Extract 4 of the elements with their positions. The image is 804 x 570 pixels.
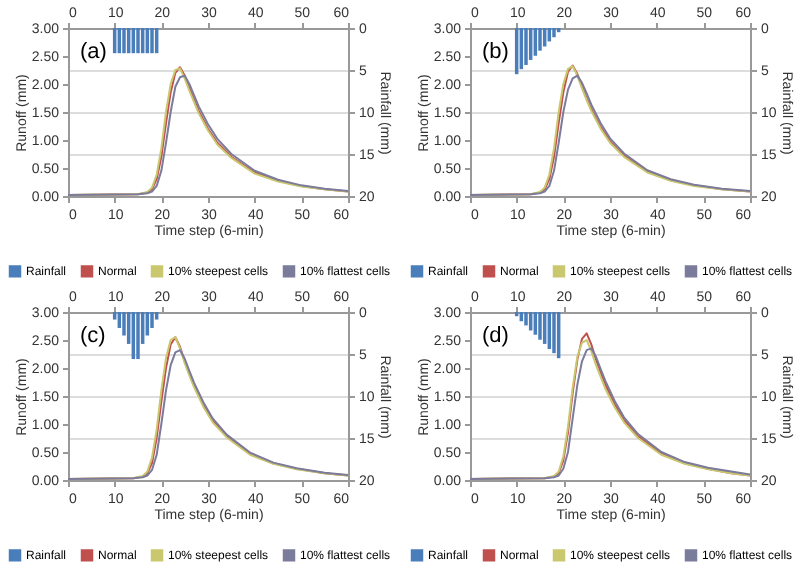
annotation: (d): [482, 324, 509, 348]
annotation: (a): [80, 40, 107, 64]
annotation: (c): [80, 324, 106, 348]
annotation: (b): [482, 40, 509, 64]
